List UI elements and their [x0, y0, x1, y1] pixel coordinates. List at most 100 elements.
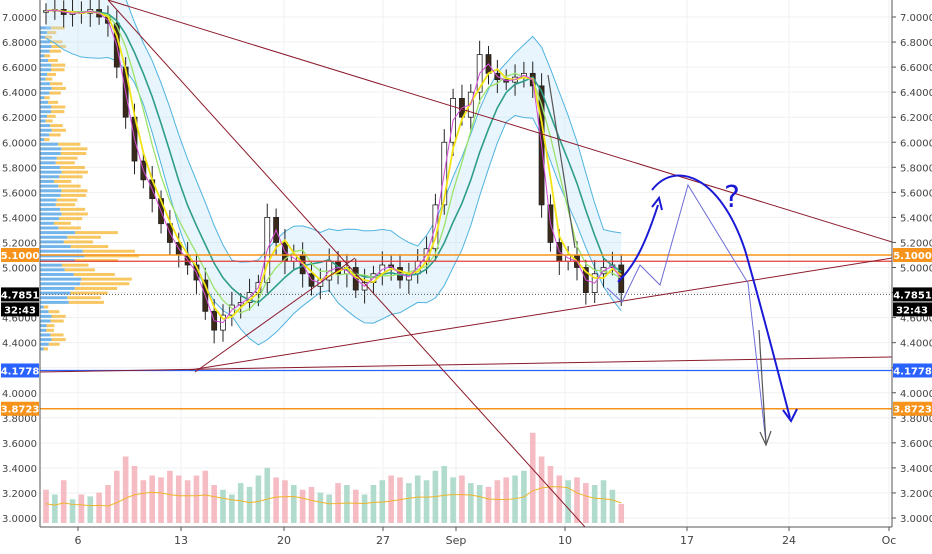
volume-profile-bar-blue [40, 245, 71, 249]
left-price-badge-bg [1, 247, 39, 262]
volume-profile-bar-orange [51, 128, 66, 132]
thin-zigzag-projection [606, 183, 767, 444]
volume-profile-bar-blue [40, 156, 57, 160]
y-tick-label-right: 5.0000 [900, 264, 932, 275]
volume-bar [574, 477, 580, 523]
volume-profile-bar-blue [40, 310, 49, 314]
volume-profile-bar-blue [40, 54, 45, 58]
volume-profile-bar-blue [40, 165, 61, 169]
volume-bar [344, 485, 350, 523]
volume-profile-bar-blue [40, 184, 59, 188]
trendlines [40, 0, 892, 527]
y-tick-label-right: 3.2000 [900, 489, 932, 500]
y-tick-label-right: 4.0000 [900, 389, 932, 400]
y-tick-label-left: 6.2000 [2, 113, 37, 124]
volume-profile-bar-orange [50, 124, 63, 128]
volume-profile-bar-orange [44, 54, 51, 58]
volume-bar [600, 480, 607, 523]
volume-bar [361, 494, 368, 523]
volume-profile-bar-blue [40, 296, 68, 300]
left-price-badge-text: 3.8723 [1, 405, 40, 416]
volume-bar [96, 492, 102, 523]
volume-bar [494, 480, 501, 523]
volume-profile-bar-orange [75, 259, 119, 263]
x-tick-label: 17 [680, 534, 694, 547]
right-price-badge-text: 3.8723 [893, 405, 932, 416]
right-price-badge-bg [893, 401, 932, 416]
volume-bar [246, 486, 253, 523]
volume-bar [326, 494, 332, 523]
blue-up-arrowhead [651, 195, 663, 211]
right-price-badge-text: 5.1000 [893, 251, 932, 262]
volume-bar [618, 504, 625, 523]
volume-profile-bar-orange [61, 147, 88, 151]
volume-profile-bar-blue [40, 58, 49, 62]
y-tick-label-right: 5.2000 [900, 238, 932, 249]
volume-profile-bar-blue [40, 291, 71, 295]
volume-profile-bar-orange [46, 324, 55, 328]
volume-profile-bar-blue [40, 96, 45, 100]
trendline [107, 0, 892, 243]
volume-bar [193, 475, 200, 523]
volume-bar [122, 456, 129, 523]
volume-bar [397, 477, 403, 523]
volume-bar [529, 432, 536, 523]
volume-bar [299, 489, 306, 523]
volume-profile-bar-orange [51, 63, 66, 67]
volume-bars [43, 432, 625, 523]
volume-profile-bar-blue [40, 91, 50, 95]
volume-profile-bar-blue [40, 277, 82, 281]
right-price-badge-bg [893, 363, 932, 378]
volume-profile-bar-orange [51, 105, 66, 109]
volume-profile-bar-orange [61, 189, 88, 193]
volume-profile-bar-orange [59, 175, 83, 179]
volume-profile-bar-orange [59, 217, 83, 221]
volume-profile-bar-orange [48, 100, 59, 104]
volume-bar [512, 475, 518, 523]
volume-profile-bar-orange [70, 245, 109, 249]
y-tick-label-left: 3.2000 [2, 489, 37, 500]
volume-profile-bar-orange [45, 35, 52, 39]
volume-bar [78, 494, 85, 523]
volume-profile-bar-blue [40, 114, 48, 118]
volume-bar [149, 475, 155, 523]
volume-profile-bar-blue [40, 333, 51, 337]
y-tick-label-left: 3.6000 [2, 439, 37, 450]
volume-bar [158, 477, 164, 523]
volume-profile-bar-blue [40, 305, 44, 309]
volume-profile-bar-blue [40, 198, 57, 202]
y-tick-label-left: 6.0000 [2, 138, 37, 149]
left-price-badge-text: 4.1778 [1, 366, 40, 377]
y-tick-label-left: 5.8000 [2, 163, 37, 174]
y-tick-label-left: 3.4000 [2, 464, 37, 475]
ma-magenta-line [45, 9, 622, 324]
volume-profile-bar-blue [40, 68, 52, 72]
volume-bar [264, 467, 271, 523]
x-tick-label: Sep [446, 534, 467, 547]
volume-profile-bar-blue [40, 138, 45, 142]
volume-bar [370, 485, 377, 523]
right-price-badge-bg [893, 247, 932, 262]
volume-profile-bar-blue [40, 259, 76, 263]
volume-bar [220, 489, 226, 523]
volume-profile-bar-orange [47, 31, 57, 35]
y-tick-label-right: 5.6000 [900, 188, 932, 199]
volume-profile-bar-orange [50, 40, 63, 44]
volume-profile-bar-blue [40, 72, 48, 76]
gray-projection-line [547, 74, 576, 249]
y-tick-label-left: 4.0000 [2, 389, 37, 400]
volume-profile-bar-blue [40, 207, 61, 211]
blue-arc-arrow-line [651, 174, 791, 419]
y-tick-label-left: 5.6000 [2, 188, 37, 199]
right-price-badge-bg [893, 287, 932, 302]
volume-profile-bar-blue [40, 86, 52, 90]
volume-profile-bar-blue [40, 221, 54, 225]
y-tick-label-left: 5.0000 [2, 264, 37, 275]
volume-profile-bar-blue [40, 217, 60, 221]
volume-profile-bar-blue [40, 128, 52, 132]
volume-profile-bar-orange [56, 198, 78, 202]
volume-profile-bar-orange [61, 263, 89, 267]
volume-ma-line [45, 486, 622, 507]
volume-bar [273, 477, 279, 523]
